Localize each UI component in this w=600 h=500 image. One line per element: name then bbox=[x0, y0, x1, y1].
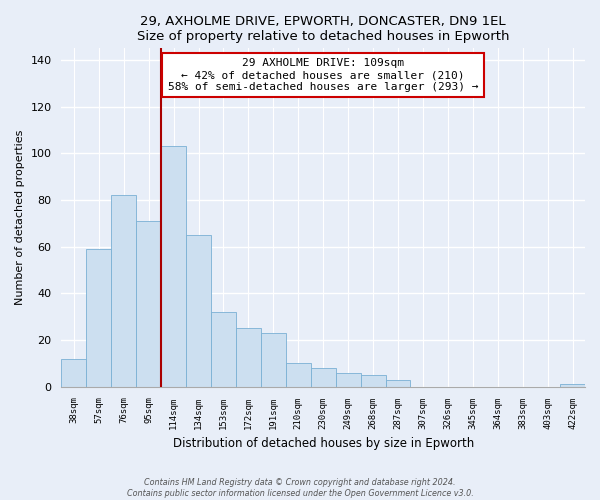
Title: 29, AXHOLME DRIVE, EPWORTH, DONCASTER, DN9 1EL
Size of property relative to deta: 29, AXHOLME DRIVE, EPWORTH, DONCASTER, D… bbox=[137, 15, 509, 43]
Bar bbox=[560, 384, 585, 386]
Bar bbox=[186, 235, 211, 386]
Bar bbox=[386, 380, 410, 386]
Text: 29 AXHOLME DRIVE: 109sqm
← 42% of detached houses are smaller (210)
58% of semi-: 29 AXHOLME DRIVE: 109sqm ← 42% of detach… bbox=[168, 58, 478, 92]
Bar bbox=[161, 146, 186, 386]
Bar bbox=[61, 358, 86, 386]
Bar bbox=[335, 372, 361, 386]
Text: Contains HM Land Registry data © Crown copyright and database right 2024.
Contai: Contains HM Land Registry data © Crown c… bbox=[127, 478, 473, 498]
Bar bbox=[111, 196, 136, 386]
X-axis label: Distribution of detached houses by size in Epworth: Distribution of detached houses by size … bbox=[173, 437, 474, 450]
Bar bbox=[361, 375, 386, 386]
Y-axis label: Number of detached properties: Number of detached properties bbox=[15, 130, 25, 305]
Bar bbox=[136, 221, 161, 386]
Bar bbox=[86, 249, 111, 386]
Bar bbox=[211, 312, 236, 386]
Bar bbox=[286, 364, 311, 386]
Bar bbox=[311, 368, 335, 386]
Bar bbox=[261, 333, 286, 386]
Bar bbox=[236, 328, 261, 386]
